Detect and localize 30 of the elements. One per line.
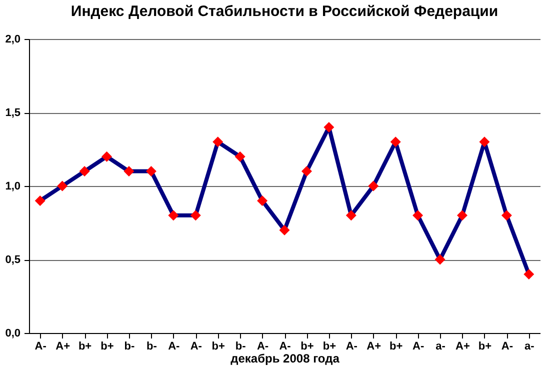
x-tick-label: A- (256, 340, 269, 352)
x-tick-label: a- (524, 340, 535, 352)
x-tick-label: A+ (456, 340, 470, 352)
x-tick-label: b+ (322, 340, 336, 352)
y-tick-label: 0,5 (5, 254, 20, 266)
y-tick-label: 1,5 (5, 107, 20, 119)
y-tick-label: 1,0 (5, 180, 20, 192)
x-tick-label: b- (235, 340, 246, 352)
x-tick-label: b+ (300, 340, 314, 352)
x-tick-label: A- (34, 340, 47, 352)
x-tick-label: a- (436, 340, 446, 352)
x-tick-label: b+ (100, 340, 114, 352)
x-tick-label: A- (168, 340, 180, 352)
x-tick-label: b- (124, 340, 135, 352)
x-tick-label: A- (412, 340, 424, 352)
x-tick-label: A+ (56, 340, 70, 352)
x-tick-label: b- (146, 340, 158, 352)
x-tick-label: b+ (478, 340, 492, 352)
x-axis-title: декабрь 2008 года (230, 352, 340, 366)
x-tick-label: b+ (78, 340, 92, 352)
x-tick-label: A- (346, 340, 358, 352)
y-tick-label: 0,0 (5, 328, 20, 340)
x-tick-label: A- (279, 340, 292, 352)
y-tick-label: 2,0 (5, 34, 20, 46)
x-tick-label: A+ (366, 340, 382, 352)
chart-title: Индекс Деловой Стабильности в Российской Федерации (70, 3, 498, 20)
x-tick-label: b+ (212, 340, 225, 352)
x-tick-label: b+ (390, 340, 403, 352)
x-tick-label: A- (190, 340, 202, 352)
x-tick-label: A- (501, 340, 514, 352)
